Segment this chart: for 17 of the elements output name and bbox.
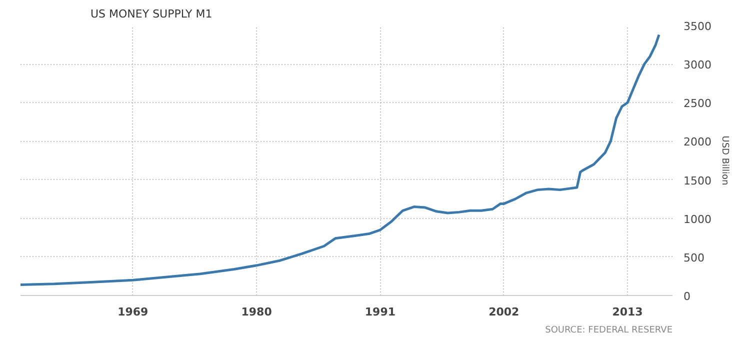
source-note: SOURCE: FEDERAL RESERVE bbox=[545, 326, 673, 336]
x-tick-label: 1980 bbox=[241, 306, 272, 318]
x-tick-label: 1969 bbox=[118, 306, 148, 318]
y2-tick-label: 2500 bbox=[684, 97, 712, 110]
x-tick-label: 1991 bbox=[364, 306, 396, 318]
x-tick-label: 2013 bbox=[612, 306, 643, 318]
y2-tick-label: 1500 bbox=[684, 174, 712, 188]
y2-tick-label: 1000 bbox=[684, 212, 712, 226]
x-tick-label: 2002 bbox=[488, 306, 520, 318]
y2-tick-label: 3000 bbox=[684, 58, 712, 72]
y2-tick-label: 500 bbox=[684, 251, 704, 264]
line-series bbox=[20, 34, 660, 286]
y2-tick-label: 3500 bbox=[684, 20, 712, 33]
y2-axis-title: USD Billion bbox=[719, 136, 730, 186]
y2-tick-label: 2000 bbox=[684, 136, 712, 149]
y2-tick-label: 0 bbox=[684, 290, 690, 303]
chart-title: US MONEY SUPPLY M1 bbox=[90, 8, 212, 20]
